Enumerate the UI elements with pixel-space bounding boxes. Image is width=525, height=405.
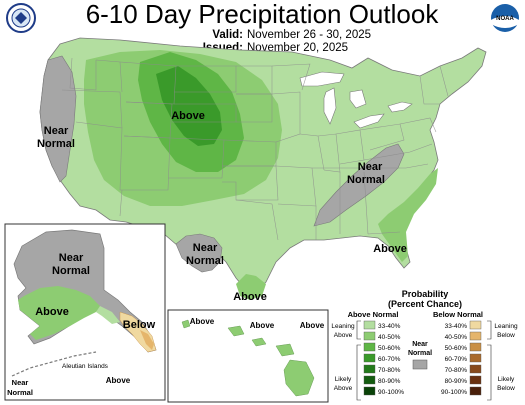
legend-below-label-4: 70-80% <box>445 367 468 374</box>
hawaii-above-left: Above <box>190 317 215 326</box>
big-island <box>283 359 315 397</box>
legend-above-label-0: 33-40% <box>378 323 401 330</box>
legend-near-2: Normal <box>408 350 432 357</box>
valid-label: Valid: <box>212 29 243 41</box>
legend-above-swatch-5 <box>363 375 376 385</box>
lake-michigan <box>323 87 337 125</box>
near-normal-west-zone <box>39 55 77 183</box>
state-borders <box>61 57 449 241</box>
aleutian-near-2: Normal <box>7 388 33 397</box>
legend-above-swatch-0 <box>363 320 376 330</box>
legend-below-label-3: 60-70% <box>445 356 468 363</box>
aleutian-islands-label: Aleutian Islands <box>62 363 109 370</box>
left-logo <box>6 3 36 33</box>
leaning-below-1: Leaning <box>494 323 518 330</box>
legend-brackets <box>356 320 492 401</box>
legend-above-label-2: 50-60% <box>378 345 401 352</box>
legend-above-swatch-4 <box>363 364 376 374</box>
likely-below-2: Below <box>497 385 515 392</box>
page-title: 6-10 Day Precipitation Outlook <box>86 0 440 29</box>
legend-below-swatch-3 <box>469 353 482 363</box>
legend-below-label-0: 33-40% <box>445 323 468 330</box>
hawaii-inset: Above Above Above <box>167 309 329 403</box>
label-above-texas: Above <box>233 291 267 303</box>
aleutian-chain <box>11 351 97 377</box>
leaning-above-2: Above <box>334 332 353 339</box>
lake-erie <box>353 113 385 129</box>
label-near-sw-1: Near <box>193 242 218 254</box>
leaning-below-2: Below <box>497 332 515 339</box>
legend-below-swatch-6 <box>469 386 482 396</box>
legend-above-label-5: 80-90% <box>378 378 401 385</box>
label-near-west-1: Near <box>44 125 69 137</box>
label-near-west-2: Normal <box>37 138 75 150</box>
label-near-east-1: Near <box>358 161 383 173</box>
legend-below-swatch-4 <box>469 364 482 374</box>
alaska-above: Above <box>35 306 69 318</box>
legend-below-swatch-0 <box>469 320 482 330</box>
near-normal-east-zone <box>313 143 405 227</box>
likely-above-2: Above <box>334 385 353 392</box>
great-lakes <box>299 71 413 129</box>
alaska-below: Below <box>123 319 156 331</box>
legend-title-2: (Percent Chance) <box>388 299 462 309</box>
alaska-above-zone <box>18 286 100 340</box>
legend-above-label-6: 90-100% <box>378 389 404 396</box>
legend-below-swatch-2 <box>469 342 482 352</box>
likely-below-1: Likely <box>498 376 515 383</box>
legend: Probability (Percent Chance) Above Norma… <box>331 289 518 401</box>
lake-superior <box>299 71 345 87</box>
legend-near-swatch <box>412 359 428 370</box>
noaa-logo-text: NOAA <box>496 16 514 22</box>
legend-above-swatch-6 <box>363 386 376 396</box>
hawaii-above-mid: Above <box>250 321 275 330</box>
legend-above-swatch-2 <box>363 342 376 352</box>
alaska-near-2: Normal <box>52 265 90 277</box>
legend-below-label-2: 50-60% <box>445 345 468 352</box>
right-logo: NOAA <box>491 4 519 32</box>
legend-above-label-4: 70-80% <box>378 367 401 374</box>
legend-below-label-1: 40-50% <box>445 334 468 341</box>
alaska-inset: Near Normal Above Below Aleutian Islands… <box>4 223 166 401</box>
legend-below-label-6: 90-100% <box>441 389 467 396</box>
alaska-near-1: Near <box>59 252 84 264</box>
lake-ontario <box>387 101 413 113</box>
legend-below-swatch-1 <box>469 331 482 341</box>
legend-above-swatches: 33-40% 40-50% 50-60% 60-70% 70-80% 80-90% 90-1… <box>363 320 404 396</box>
likely-above-1: Likely <box>335 376 352 383</box>
alaska-below-dark-zone <box>140 330 154 350</box>
aleutian-near-1: Near <box>12 378 29 387</box>
legend-above-label-3: 60-70% <box>378 356 401 363</box>
kauai <box>181 319 191 329</box>
alaska-above-light-zone <box>96 306 120 324</box>
legend-below-header: Below Normal <box>433 310 483 319</box>
near-normal-sw-zone <box>175 233 223 273</box>
label-near-sw-2: Normal <box>186 255 224 267</box>
leaning-above-1: Leaning <box>331 323 355 330</box>
legend-title-1: Probability <box>402 289 449 299</box>
oahu <box>227 325 245 337</box>
legend-below-swatch-5 <box>469 375 482 385</box>
label-near-east-2: Normal <box>347 174 385 186</box>
label-above-north: Above <box>171 110 205 122</box>
label-above-southeast: Above <box>373 243 407 255</box>
legend-below-label-5: 80-90% <box>445 378 468 385</box>
valid-dates: November 26 - 30, 2025 <box>247 29 371 41</box>
legend-above-header: Above Normal <box>348 310 399 319</box>
legend-above-label-1: 40-50% <box>378 334 401 341</box>
aleutian-above: Above <box>106 376 131 385</box>
legend-near-1: Near <box>412 341 428 348</box>
legend-below-swatches: 33-40% 40-50% 50-60% 60-70% 70-80% 80-90% 90-1… <box>441 320 482 396</box>
above-60-70-zone <box>156 66 222 146</box>
hawaii-above-right: Above <box>300 321 325 330</box>
above-texas-zone <box>236 274 266 300</box>
above-southeast-zone <box>378 168 438 262</box>
legend-above-swatch-1 <box>363 331 376 341</box>
lake-huron <box>349 89 367 109</box>
molokai <box>251 337 267 347</box>
legend-above-swatch-3 <box>363 353 376 363</box>
maui <box>275 343 295 357</box>
